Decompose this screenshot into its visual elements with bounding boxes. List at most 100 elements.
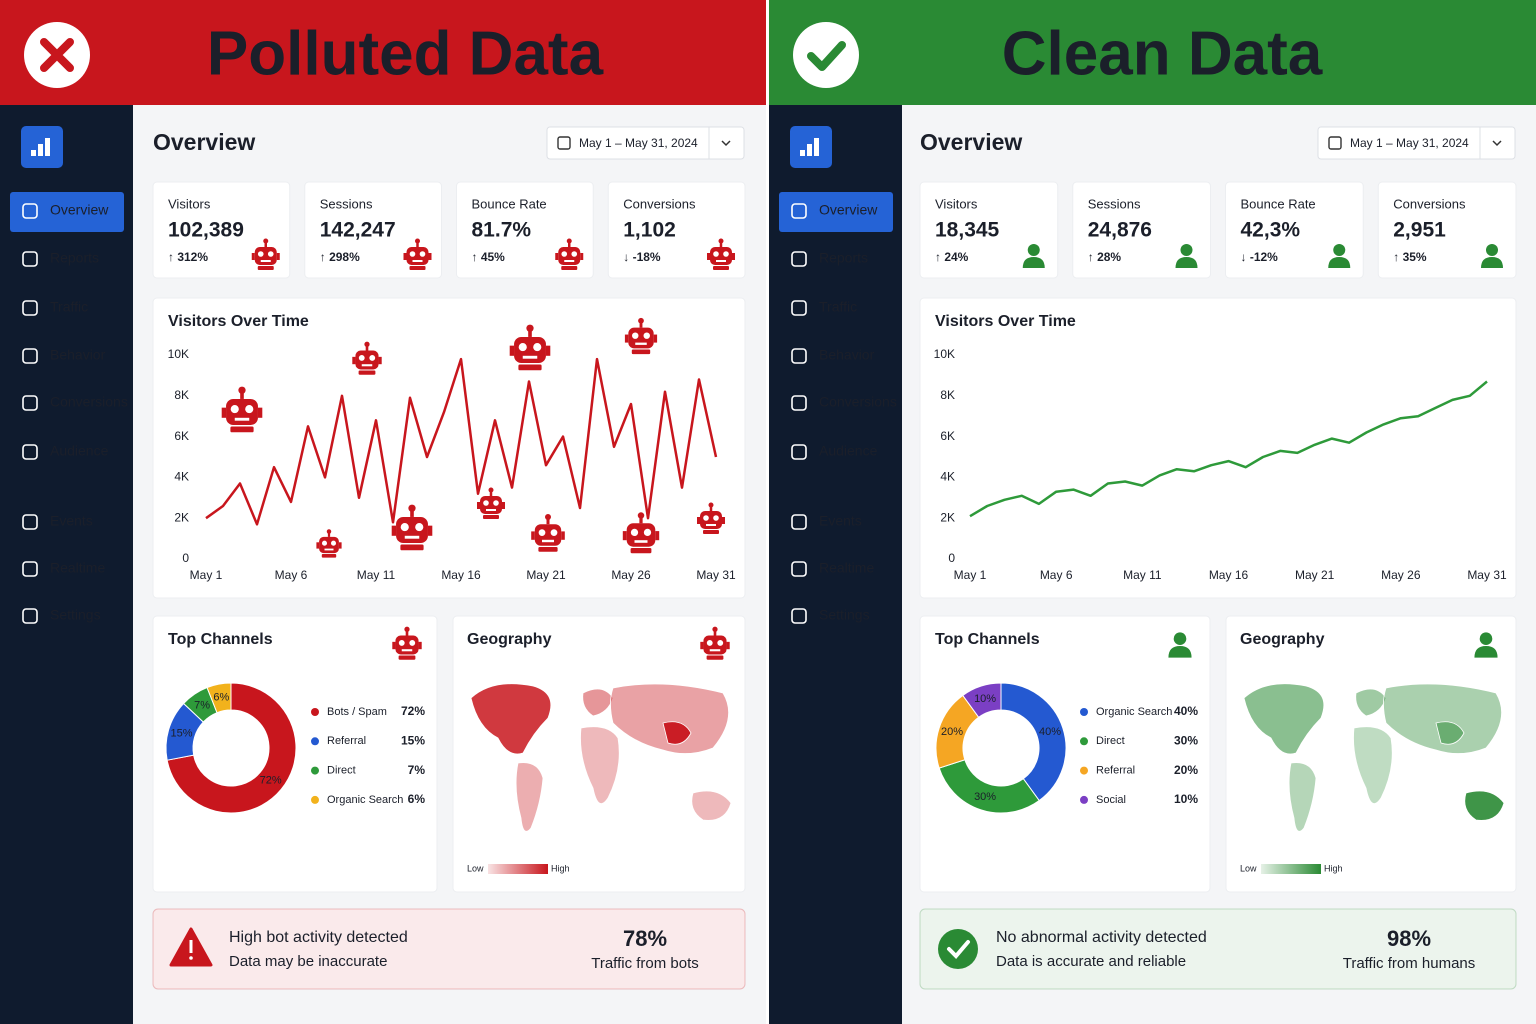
kpi-label: Visitors [168, 196, 211, 211]
nav-item[interactable]: Traffic [819, 299, 857, 315]
robot-ear [316, 542, 320, 549]
kpi-card [1377, 181, 1517, 279]
robot-head [396, 516, 428, 544]
alert-title: No abnormal activity detected [996, 929, 1207, 946]
nav-item[interactable]: Behavior [819, 347, 875, 363]
x-tick-label: May 31 [696, 568, 736, 582]
alert-bg [920, 909, 1516, 989]
robot-eye [723, 251, 729, 257]
robot-ear [502, 502, 505, 509]
y-tick-label: 8K [940, 388, 955, 402]
donut-slice [1000, 682, 1067, 802]
nav-item[interactable]: Traffic [50, 299, 88, 315]
nav-item[interactable]: Settings [819, 607, 870, 623]
map-region [1355, 688, 1387, 717]
person-head [1027, 244, 1040, 256]
kpi-label: Bounce Rate [472, 196, 547, 211]
legend-high: High [551, 863, 570, 873]
robot-eye [419, 251, 426, 257]
robot-icon [531, 514, 565, 552]
map-region [582, 688, 614, 717]
nav-item[interactable]: Realtime [50, 560, 105, 576]
visitors-line [205, 357, 718, 526]
legend-scale [1261, 864, 1321, 874]
nav-item[interactable]: Audience [50, 443, 109, 459]
nav-item[interactable]: Audience [819, 443, 878, 459]
map-region [1464, 790, 1505, 821]
robot-ear [509, 345, 515, 356]
x-tick-label: May 16 [441, 568, 481, 582]
robot-antenna-tip [488, 487, 494, 493]
kpi-value: 18,345 [935, 219, 1000, 242]
robot-ear [653, 334, 658, 343]
nav-item[interactable]: Conversions [50, 394, 128, 410]
robot-head [514, 336, 546, 364]
nav-item[interactable]: Conversions [819, 394, 897, 410]
kpi-value: 42,3% [1241, 219, 1301, 242]
legend-name: Bots / Spam [327, 706, 387, 718]
ok-check [947, 940, 970, 959]
nav-item[interactable]: Overview [50, 202, 109, 218]
date-picker[interactable] [1317, 126, 1516, 160]
person-icon [1175, 244, 1198, 268]
x-tick-label: May 6 [1040, 568, 1073, 582]
robot-ear [403, 253, 407, 260]
x-tick-label: May 16 [1209, 568, 1249, 582]
robot-mouth [542, 539, 554, 543]
logo-bar [45, 138, 50, 156]
robot-ear [726, 641, 730, 650]
person-icon [1474, 632, 1498, 658]
x-tick-label: May 11 [1123, 568, 1162, 582]
legend-dot [311, 766, 319, 775]
robot-ear [428, 253, 432, 260]
robot-mouth [709, 649, 721, 652]
legend-value: 10% [1174, 792, 1198, 806]
robot-eye [398, 639, 405, 646]
robot-ear [427, 525, 433, 536]
nav-item[interactable]: Behavior [50, 347, 106, 363]
person-icon [1481, 244, 1503, 268]
robot-body [321, 554, 337, 558]
kpi-card [1225, 181, 1364, 279]
header-banner [769, 0, 1536, 105]
robot-eye [632, 332, 639, 339]
alert-value: 98% [1387, 926, 1431, 951]
nav-item[interactable]: Overview [819, 202, 878, 218]
kpi-card [919, 181, 1059, 279]
person-head [1173, 632, 1187, 645]
robot-mouth [716, 260, 726, 262]
legend-dot [1080, 766, 1088, 775]
person-body [1474, 646, 1498, 658]
slice-label: 20% [941, 726, 963, 738]
robot-icon [221, 386, 263, 433]
date-picker[interactable] [546, 126, 745, 160]
ok-icon [938, 929, 978, 969]
kpi-card [1072, 181, 1211, 279]
legend-name: Organic Search [327, 794, 403, 806]
nav-item[interactable]: Realtime [819, 560, 874, 576]
alert-subtitle: Data is accurate and reliable [996, 953, 1186, 970]
donut-slice [938, 759, 1040, 814]
nav-item[interactable]: Reports [819, 250, 868, 266]
robot-antenna-tip [638, 317, 644, 324]
robot-head [626, 523, 656, 547]
robot-eye [703, 515, 709, 521]
robot-head [710, 247, 732, 265]
slice-label: 30% [974, 791, 996, 803]
robot-eye [245, 405, 254, 414]
person-icon [1022, 244, 1045, 268]
nav-item[interactable]: Events [50, 513, 93, 529]
nav-item[interactable]: Events [819, 513, 862, 529]
legend-name: Social [1096, 794, 1126, 806]
nav-item[interactable]: Settings [50, 607, 101, 623]
check-mark [807, 41, 846, 71]
date-range: May 1 – May 31, 2024 [579, 136, 698, 150]
legend-low: Low [1240, 863, 1257, 873]
robot-ear [697, 517, 700, 524]
legend-scale [488, 864, 548, 874]
nav-icon [791, 300, 807, 316]
robot-antenna-tip [404, 626, 410, 632]
nav-item[interactable]: Reports [50, 250, 99, 266]
robot-head [534, 524, 562, 546]
chart-title: Visitors Over Time [935, 313, 1076, 330]
